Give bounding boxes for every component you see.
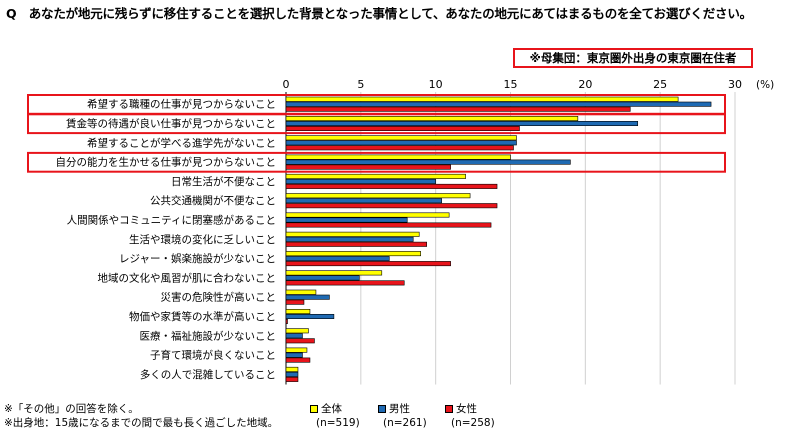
bar-female bbox=[285, 280, 405, 286]
tick-label: 20 bbox=[578, 78, 592, 91]
bar-male bbox=[285, 294, 330, 300]
legend-swatch-all bbox=[310, 405, 318, 413]
note-origin: ※出身地：15歳になるまでの間で最も長く過ごした地域。 bbox=[4, 417, 279, 429]
bar-female bbox=[285, 299, 305, 305]
bar-female bbox=[285, 145, 514, 151]
bar-male bbox=[285, 352, 303, 358]
category-label: 地域の文化や風習が肌に合わないこと bbox=[98, 271, 277, 284]
category-label: 生活や環境の変化に乏しいこと bbox=[129, 233, 276, 246]
category-label: 物価や家賃等の水準が高いこと bbox=[129, 310, 276, 323]
bar-female bbox=[285, 357, 311, 363]
tick-label: 10 bbox=[429, 78, 443, 91]
legend-item-male: 男性 bbox=[378, 401, 410, 416]
bar-all bbox=[285, 366, 299, 372]
bar-female bbox=[285, 318, 288, 324]
tick-label: 25 bbox=[653, 78, 667, 91]
bar-female bbox=[285, 338, 315, 344]
bar-female bbox=[285, 241, 427, 247]
legend-swatch-male bbox=[378, 405, 386, 413]
bar-all bbox=[285, 251, 421, 257]
bar-all bbox=[285, 289, 317, 295]
bar-male bbox=[285, 121, 639, 127]
category-label: 人間関係やコミュニティに閉塞感があること bbox=[67, 213, 276, 226]
legend-item-all: 全体 bbox=[310, 401, 342, 416]
tick-label: 0 bbox=[283, 78, 290, 91]
category-label: 多くの人で混雑していること bbox=[140, 368, 276, 381]
bar-female bbox=[285, 261, 451, 267]
highlight-box bbox=[27, 151, 726, 173]
tick-label: 15 bbox=[504, 78, 518, 91]
legend-swatch-female bbox=[445, 405, 453, 413]
category-label: 日常生活が不便なこと bbox=[171, 175, 276, 188]
bar-female bbox=[285, 126, 520, 132]
tick-label: 30 bbox=[728, 78, 742, 91]
category-label: 希望することが学べる進学先がないこと bbox=[87, 136, 276, 149]
bar-all bbox=[285, 116, 579, 122]
legend-label-female: 女性 bbox=[456, 403, 477, 415]
bar-all bbox=[285, 154, 511, 160]
category-label: 子育て環境が良くないこと bbox=[150, 349, 276, 362]
bar-male bbox=[285, 313, 335, 319]
bar-all bbox=[285, 328, 309, 334]
bar-male bbox=[285, 178, 436, 184]
bar-female bbox=[285, 183, 498, 189]
legend-label-all: 全体 bbox=[321, 403, 342, 415]
bar-all bbox=[285, 193, 471, 199]
bar-all bbox=[285, 212, 450, 218]
question-text: Q あなたが地元に残らずに移住することを選択した背景となった事情として、あなたの… bbox=[6, 6, 752, 21]
category-label: 公共交通機関が不便なこと bbox=[150, 194, 276, 207]
bar-male bbox=[285, 275, 360, 281]
category-label: レジャー・娯楽施設が少ないこと bbox=[119, 252, 276, 265]
legend-n-female: (n=258) bbox=[451, 417, 495, 429]
subset-label-box: ※母集団：東京圏外出身の東京圏在住者 bbox=[513, 48, 753, 68]
subset-label: ※母集団：東京圏外出身の東京圏在住者 bbox=[529, 51, 737, 65]
bar-all bbox=[285, 231, 420, 237]
bar-male bbox=[285, 256, 390, 262]
category-label: 災害の危険性が高いこと bbox=[161, 291, 277, 304]
bar-female bbox=[285, 376, 299, 382]
bar-all bbox=[285, 308, 311, 314]
bar-male bbox=[285, 159, 571, 165]
bar-male bbox=[285, 371, 299, 377]
bar-all bbox=[285, 270, 383, 276]
bar-male bbox=[285, 140, 517, 146]
bar-male bbox=[285, 217, 408, 223]
legend-item-female: 女性 bbox=[445, 401, 477, 416]
bar-all bbox=[285, 135, 517, 141]
category-label: 自分の能力を生かせる仕事が見つからないこと bbox=[56, 156, 277, 169]
bar-female bbox=[285, 164, 451, 170]
category-label: 希望する職種の仕事が見つからないこと bbox=[87, 98, 276, 111]
category-label: 医療・福祉施設が少ないこと bbox=[140, 329, 277, 342]
bar-male bbox=[285, 101, 712, 107]
bar-male bbox=[285, 236, 414, 242]
bar-male bbox=[285, 333, 303, 339]
bar-male bbox=[285, 198, 442, 204]
legend-label-male: 男性 bbox=[389, 403, 410, 415]
highlight-box bbox=[27, 113, 726, 135]
legend-n-male: (n=261) bbox=[383, 417, 427, 429]
category-label: 賃金等の待遇が良い仕事が見つからないこと bbox=[66, 117, 276, 130]
note-exclusion: ※「その他」の回答を除く。 bbox=[4, 403, 139, 415]
bar-female bbox=[285, 106, 631, 112]
legend-n-all: (n=519) bbox=[316, 417, 360, 429]
bar-female bbox=[285, 222, 492, 228]
bar-all bbox=[285, 173, 466, 179]
bar-female bbox=[285, 203, 498, 209]
bar-all bbox=[285, 96, 679, 102]
bar-all bbox=[285, 347, 308, 353]
axis-unit: (%) bbox=[756, 79, 774, 91]
tick-label: 5 bbox=[357, 78, 364, 91]
